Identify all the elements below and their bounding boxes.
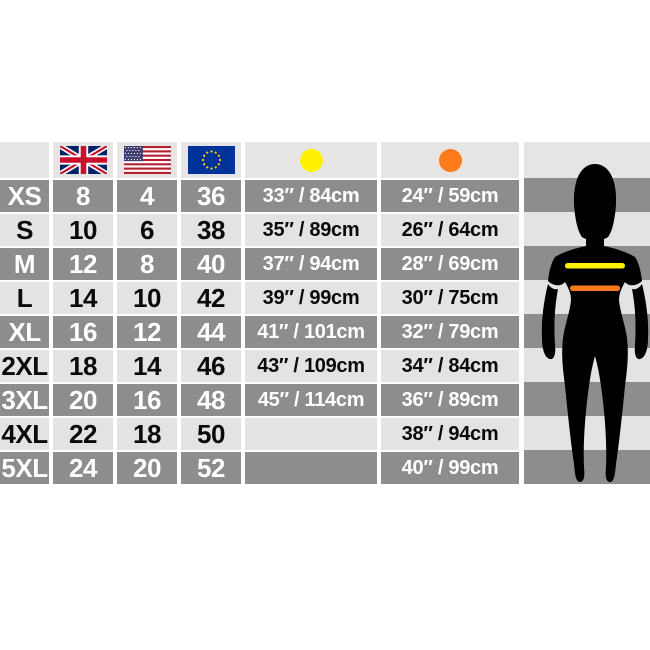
uk-size-value: 10 bbox=[53, 214, 113, 246]
uk-size-value: 22 bbox=[53, 418, 113, 450]
eu-size-value: 52 bbox=[181, 452, 241, 484]
header-bust-cell bbox=[245, 142, 377, 178]
waist-band bbox=[570, 285, 620, 291]
bust-marker-icon bbox=[299, 148, 323, 172]
size-label: XL bbox=[0, 316, 49, 348]
us-size-value: 10 bbox=[117, 282, 177, 314]
eu-size-value: 36 bbox=[181, 180, 241, 212]
eu-size-value: 48 bbox=[181, 384, 241, 416]
size-label: M bbox=[0, 248, 49, 280]
figure-stripe bbox=[524, 450, 650, 484]
size-label: L bbox=[0, 282, 49, 314]
size-label: 5XL bbox=[0, 452, 49, 484]
uk-size-value: 24 bbox=[53, 452, 113, 484]
bust-measurement bbox=[245, 418, 377, 450]
silhouette-left-arm bbox=[541, 284, 558, 360]
bust-measurement: 37″ / 94cm bbox=[245, 248, 377, 280]
bust-measurement: 39″ / 99cm bbox=[245, 282, 377, 314]
header-uk-cell bbox=[53, 142, 113, 178]
us-size-value: 18 bbox=[117, 418, 177, 450]
waist-measurement: 24″ / 59cm bbox=[381, 180, 519, 212]
waist-measurement: 28″ / 69cm bbox=[381, 248, 519, 280]
header-us-cell bbox=[117, 142, 177, 178]
us-size-value: 14 bbox=[117, 350, 177, 382]
figure-stripe bbox=[524, 416, 650, 450]
bust-measurement: 41″ / 101cm bbox=[245, 316, 377, 348]
uk-size-value: 12 bbox=[53, 248, 113, 280]
size-label: XS bbox=[0, 180, 49, 212]
figure-column bbox=[524, 142, 650, 484]
uk-size-value: 16 bbox=[53, 316, 113, 348]
us-size-value: 16 bbox=[117, 384, 177, 416]
silhouette-right-arm bbox=[632, 284, 649, 360]
bust-measurement: 35″ / 89cm bbox=[245, 214, 377, 246]
waist-measurement: 36″ / 89cm bbox=[381, 384, 519, 416]
size-table: XS 8 4 36 33″ / 84cm 24″ / 59cm S 10 6 38 35″ / 89… bbox=[0, 142, 519, 484]
eu-flag-icon bbox=[187, 146, 235, 174]
waist-measurement: 34″ / 84cm bbox=[381, 350, 519, 382]
header-waist-cell bbox=[381, 142, 519, 178]
uk-size-value: 14 bbox=[53, 282, 113, 314]
size-label: 2XL bbox=[0, 350, 49, 382]
silhouette-head bbox=[573, 164, 617, 240]
bust-band bbox=[565, 263, 625, 269]
eu-size-value: 50 bbox=[181, 418, 241, 450]
us-size-value: 6 bbox=[117, 214, 177, 246]
us-size-value: 4 bbox=[117, 180, 177, 212]
uk-size-value: 18 bbox=[53, 350, 113, 382]
us-size-value: 8 bbox=[117, 248, 177, 280]
header-eu-cell bbox=[181, 142, 241, 178]
size-label: 4XL bbox=[0, 418, 49, 450]
bust-measurement bbox=[245, 452, 377, 484]
female-silhouette-icon bbox=[541, 164, 649, 482]
eu-size-value: 38 bbox=[181, 214, 241, 246]
size-label: 3XL bbox=[0, 384, 49, 416]
waist-measurement: 40″ / 99cm bbox=[381, 452, 519, 484]
bust-measurement: 45″ / 114cm bbox=[245, 384, 377, 416]
header-corner-cell bbox=[0, 142, 49, 178]
waist-measurement: 26″ / 64cm bbox=[381, 214, 519, 246]
bust-measurement: 43″ / 109cm bbox=[245, 350, 377, 382]
us-size-value: 12 bbox=[117, 316, 177, 348]
silhouette-body bbox=[548, 230, 642, 482]
eu-size-value: 40 bbox=[181, 248, 241, 280]
eu-size-value: 42 bbox=[181, 282, 241, 314]
eu-size-value: 46 bbox=[181, 350, 241, 382]
waist-marker-icon bbox=[438, 148, 462, 172]
uk-size-value: 8 bbox=[53, 180, 113, 212]
size-label: S bbox=[0, 214, 49, 246]
uk-size-value: 20 bbox=[53, 384, 113, 416]
waist-measurement: 30″ / 75cm bbox=[381, 282, 519, 314]
us-flag-icon bbox=[123, 146, 171, 174]
waist-measurement: 32″ / 79cm bbox=[381, 316, 519, 348]
eu-size-value: 44 bbox=[181, 316, 241, 348]
uk-flag-icon bbox=[59, 146, 107, 174]
us-size-value: 20 bbox=[117, 452, 177, 484]
waist-measurement: 38″ / 94cm bbox=[381, 418, 519, 450]
bust-measurement: 33″ / 84cm bbox=[245, 180, 377, 212]
